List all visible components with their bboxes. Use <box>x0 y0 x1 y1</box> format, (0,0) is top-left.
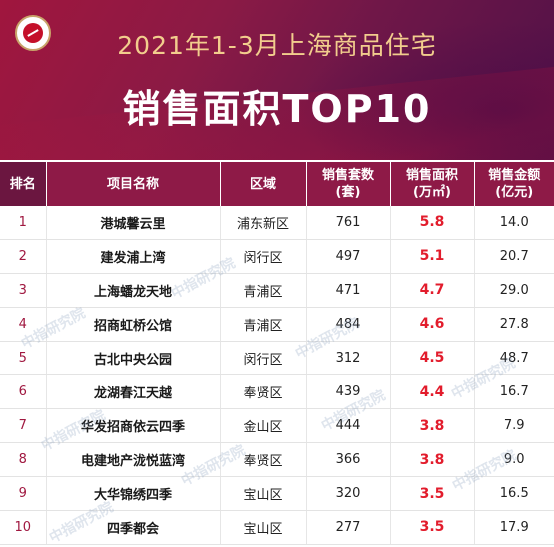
amount-cell: 7.9 <box>474 408 554 444</box>
rank-cell: 5 <box>0 341 47 376</box>
units-cell: 277 <box>306 510 391 545</box>
table-row: 1 港城馨云里 浦东新区 761 5.8 14.0 <box>0 206 554 240</box>
banner-title: 销售面积TOP10 <box>122 87 432 131</box>
units-cell: 471 <box>306 273 391 308</box>
table-row: 9 大华锦绣四季 宝山区 320 3.5 16.5 <box>0 476 554 512</box>
units-cell: 761 <box>306 206 391 240</box>
area-cell: 5.8 <box>390 206 475 240</box>
project-name-cell: 四季都会 <box>46 510 221 545</box>
rank-cell: 4 <box>0 307 47 342</box>
amount-cell: 16.7 <box>474 374 554 410</box>
rank-cell: 10 <box>0 510 47 545</box>
rank-cell: 7 <box>0 408 47 444</box>
rank-cell: 9 <box>0 476 47 512</box>
table-row: 3 上海蟠龙天地 青浦区 471 4.7 29.0 <box>0 273 554 308</box>
project-name-cell: 招商虹桥公馆 <box>46 307 221 342</box>
rank-cell: 2 <box>0 239 47 274</box>
district-cell: 金山区 <box>220 408 307 444</box>
banner-header: 2021年1-3月上海商品住宅 销售面积TOP10 <box>0 0 554 160</box>
column-header-rank: 排名 <box>0 162 47 206</box>
rank-cell: 6 <box>0 374 47 410</box>
units-cell: 366 <box>306 442 391 478</box>
amount-cell: 14.0 <box>474 206 554 240</box>
area-cell: 4.7 <box>390 273 475 308</box>
units-cell: 439 <box>306 374 391 410</box>
district-cell: 青浦区 <box>220 273 307 308</box>
amount-cell: 48.7 <box>474 341 554 376</box>
project-name-cell: 古北中央公园 <box>46 341 221 376</box>
rank-cell: 1 <box>0 206 47 240</box>
table-row: 5 古北中央公园 闵行区 312 4.5 48.7 <box>0 341 554 376</box>
project-name-cell: 港城馨云里 <box>46 206 221 240</box>
amount-cell: 16.5 <box>474 476 554 512</box>
units-cell: 320 <box>306 476 391 512</box>
project-name-cell: 大华锦绣四季 <box>46 476 221 512</box>
column-header-units: 销售套数 (套) <box>306 162 391 206</box>
project-name-cell: 上海蟠龙天地 <box>46 273 221 308</box>
amount-cell: 27.8 <box>474 307 554 342</box>
table-row: 6 龙湖春江天越 奉贤区 439 4.4 16.7 <box>0 374 554 410</box>
institute-logo-icon <box>15 15 51 51</box>
amount-cell: 29.0 <box>474 273 554 308</box>
ranking-table: 排名 项目名称 区域 销售套数 (套) 销售面积 (万㎡) 销售金额 (亿元) 1 港城… <box>0 162 554 545</box>
district-cell: 闵行区 <box>220 341 307 376</box>
banner-subtitle: 2021年1-3月上海商品住宅 <box>117 31 437 60</box>
area-cell: 3.8 <box>390 442 475 478</box>
area-cell: 4.4 <box>390 374 475 410</box>
area-cell: 3.8 <box>390 408 475 444</box>
table-row: 8 电建地产泷悦蓝湾 奉贤区 366 3.8 9.0 <box>0 442 554 478</box>
district-cell: 奉贤区 <box>220 374 307 410</box>
amount-cell: 17.9 <box>474 510 554 545</box>
amount-cell: 20.7 <box>474 239 554 274</box>
area-cell: 3.5 <box>390 510 475 545</box>
project-name-cell: 电建地产泷悦蓝湾 <box>46 442 221 478</box>
table-row: 7 华发招商依云四季 金山区 444 3.8 7.9 <box>0 408 554 444</box>
units-cell: 484 <box>306 307 391 342</box>
district-cell: 浦东新区 <box>220 206 307 240</box>
district-cell: 青浦区 <box>220 307 307 342</box>
rank-cell: 8 <box>0 442 47 478</box>
area-cell: 4.6 <box>390 307 475 342</box>
district-cell: 宝山区 <box>220 510 307 545</box>
table-row: 2 建发浦上湾 闵行区 497 5.1 20.7 <box>0 239 554 274</box>
district-cell: 奉贤区 <box>220 442 307 478</box>
area-cell: 4.5 <box>390 341 475 376</box>
table-row: 10 四季都会 宝山区 277 3.5 17.9 <box>0 510 554 545</box>
project-name-cell: 华发招商依云四季 <box>46 408 221 444</box>
amount-cell: 9.0 <box>474 442 554 478</box>
table-row: 4 招商虹桥公馆 青浦区 484 4.6 27.8 <box>0 307 554 342</box>
units-cell: 497 <box>306 239 391 274</box>
units-cell: 312 <box>306 341 391 376</box>
column-header-area: 销售面积 (万㎡) <box>390 162 475 206</box>
project-name-cell: 龙湖春江天越 <box>46 374 221 410</box>
district-cell: 闵行区 <box>220 239 307 274</box>
area-cell: 5.1 <box>390 239 475 274</box>
units-cell: 444 <box>306 408 391 444</box>
district-cell: 宝山区 <box>220 476 307 512</box>
column-header-project: 项目名称 <box>46 162 221 206</box>
column-header-district: 区域 <box>220 162 307 206</box>
table-header-row: 排名 项目名称 区域 销售套数 (套) 销售面积 (万㎡) 销售金额 (亿元) <box>0 162 554 206</box>
rank-cell: 3 <box>0 273 47 308</box>
column-header-amount: 销售金额 (亿元) <box>474 162 554 206</box>
area-cell: 3.5 <box>390 476 475 512</box>
project-name-cell: 建发浦上湾 <box>46 239 221 274</box>
